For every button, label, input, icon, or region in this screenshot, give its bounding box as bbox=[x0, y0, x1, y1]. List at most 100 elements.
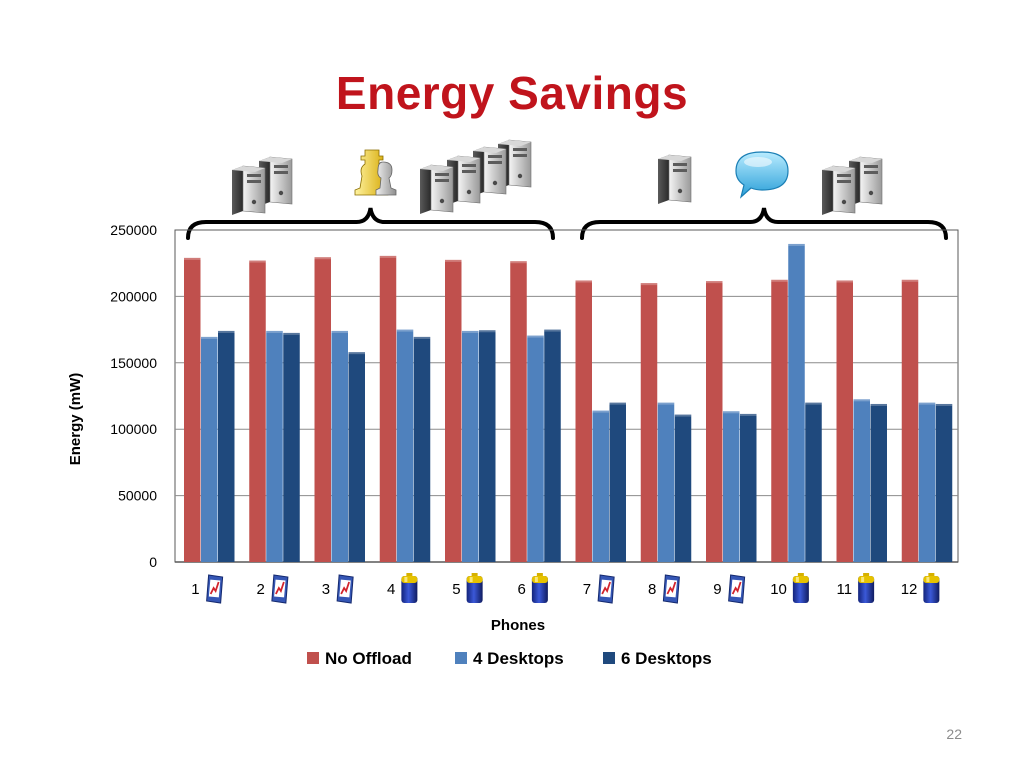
bubble-highlight bbox=[744, 157, 772, 167]
x-tick-label: 12 bbox=[901, 581, 918, 598]
bar-chart-icon bbox=[270, 574, 289, 604]
legend-item: No Offload bbox=[307, 649, 412, 668]
bar-4-desktops-5 bbox=[462, 330, 479, 562]
battery-icon bbox=[531, 573, 548, 603]
bar-highlight bbox=[935, 403, 953, 406]
legend-label: 6 Desktops bbox=[621, 649, 712, 668]
bar-highlight bbox=[462, 330, 479, 333]
slide-title: Energy Savings bbox=[335, 67, 689, 119]
battery-icon bbox=[858, 573, 875, 603]
bar-6-desktops-2 bbox=[283, 332, 300, 562]
bar-4-desktops-3 bbox=[331, 330, 348, 562]
bar-4-desktops-9 bbox=[723, 411, 740, 562]
x-tick-label: 7 bbox=[583, 581, 591, 598]
bar-highlight bbox=[510, 261, 527, 264]
bar-6-desktops-10 bbox=[805, 402, 822, 562]
y-tick-label: 100000 bbox=[110, 421, 157, 437]
bar-no-offload-7 bbox=[575, 280, 592, 562]
server-icon bbox=[657, 154, 692, 205]
group-icons bbox=[231, 139, 883, 216]
legend-swatch bbox=[455, 652, 467, 664]
bar-6-desktops-4 bbox=[413, 336, 431, 562]
bar-highlight bbox=[218, 330, 235, 333]
x-tick-label: 10 bbox=[770, 581, 787, 598]
legend-swatch bbox=[603, 652, 615, 664]
x-axis-label: Phones bbox=[491, 617, 545, 634]
gridlines bbox=[175, 295, 958, 563]
bar-highlight bbox=[314, 257, 331, 260]
server-cluster-icon bbox=[419, 139, 532, 215]
brace-right bbox=[580, 207, 948, 240]
bar-4-desktops-4 bbox=[396, 329, 414, 562]
bars bbox=[184, 243, 953, 562]
server-icon bbox=[821, 165, 856, 216]
bar-highlight bbox=[805, 402, 822, 405]
x-tick-label: 11 bbox=[837, 581, 853, 598]
x-tick-label: 1 bbox=[191, 581, 199, 598]
bar-chart-icon bbox=[727, 574, 746, 604]
y-tick-labels: 0 50000 100000 150000 200000 250000 bbox=[110, 222, 157, 570]
bar-4-desktops-11 bbox=[853, 399, 870, 562]
x-tick-label: 5 bbox=[452, 581, 460, 598]
bar-chart-icon bbox=[336, 574, 355, 604]
battery-icon bbox=[792, 573, 809, 603]
legend-label: No Offload bbox=[325, 649, 412, 668]
x-tick-labels: 1 2 3 4 5 6 7 8 9 10 11 12 bbox=[191, 581, 917, 598]
bar-6-desktops-9 bbox=[740, 413, 757, 562]
battery-icon bbox=[923, 573, 940, 603]
legend-item: 4 Desktops bbox=[455, 649, 564, 668]
bar-4-desktops-1 bbox=[201, 336, 218, 562]
legend-swatch bbox=[307, 652, 319, 664]
bar-highlight bbox=[413, 336, 431, 339]
phone-icons bbox=[205, 573, 940, 604]
chess-pieces-icon bbox=[354, 149, 397, 196]
bar-highlight bbox=[445, 259, 462, 262]
battery-icon bbox=[466, 573, 483, 603]
bar-chart-icon bbox=[597, 574, 616, 604]
bar-highlight bbox=[706, 281, 723, 284]
bar-highlight bbox=[201, 336, 218, 339]
bar-6-desktops-8 bbox=[674, 414, 692, 562]
x-tick-label: 8 bbox=[648, 581, 656, 598]
legend-label: 4 Desktops bbox=[473, 649, 564, 668]
y-tick-label: 50000 bbox=[118, 488, 157, 504]
bar-chart-icon bbox=[205, 574, 224, 604]
bar-highlight bbox=[249, 260, 266, 263]
bar-highlight bbox=[379, 255, 397, 258]
x-tick-label: 6 bbox=[518, 581, 526, 598]
bar-highlight bbox=[853, 399, 870, 402]
bar-4-desktops-7 bbox=[592, 410, 609, 562]
bar-4-desktops-6 bbox=[527, 335, 544, 562]
bar-highlight bbox=[723, 411, 740, 414]
server-pair-icon bbox=[231, 156, 293, 216]
bar-highlight bbox=[266, 330, 283, 333]
bar-highlight bbox=[609, 402, 626, 405]
bar-6-desktops-7 bbox=[609, 402, 626, 562]
x-tick-label: 3 bbox=[322, 581, 330, 598]
bar-highlight bbox=[870, 403, 887, 406]
x-tick-label: 9 bbox=[713, 581, 721, 598]
legend-item: 6 Desktops bbox=[603, 649, 712, 668]
bar-highlight bbox=[788, 243, 805, 246]
legend: No Offload 4 Desktops 6 Desktops bbox=[307, 649, 712, 668]
page-number: 22 bbox=[946, 726, 962, 742]
speech-bubble-icon bbox=[735, 151, 789, 199]
y-tick-label: 0 bbox=[149, 554, 157, 570]
server-pair-icon bbox=[821, 156, 883, 216]
bar-highlight bbox=[901, 279, 919, 282]
bar-no-offload-9 bbox=[706, 281, 723, 562]
bar-6-desktops-1 bbox=[218, 330, 235, 562]
bar-4-desktops-12 bbox=[918, 402, 936, 562]
queen-piece-icon bbox=[375, 161, 397, 196]
braces bbox=[186, 207, 948, 240]
server-icon bbox=[231, 165, 266, 216]
bar-6-desktops-3 bbox=[348, 352, 365, 562]
bar-highlight bbox=[740, 413, 757, 416]
bar-highlight bbox=[396, 329, 414, 332]
bar-no-offload-4 bbox=[379, 255, 397, 562]
bar-6-desktops-5 bbox=[479, 330, 496, 562]
bar-highlight bbox=[657, 402, 675, 405]
bar-4-desktops-10 bbox=[788, 243, 805, 562]
